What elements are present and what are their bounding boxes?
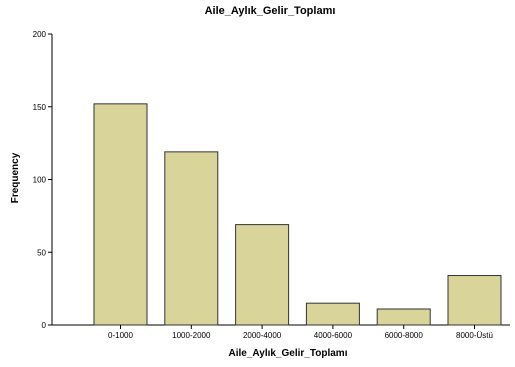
y-tick-label: 100 xyxy=(33,176,47,185)
bar xyxy=(447,275,502,326)
bar xyxy=(376,308,431,326)
x-axis-label: Aile_Aylık_Gelir_Toplamı xyxy=(229,348,348,359)
y-tick-label: 200 xyxy=(33,30,47,39)
x-tick-label: 2000-4000 xyxy=(243,331,282,340)
y-axis-label: Frequency xyxy=(10,152,21,203)
bar xyxy=(235,224,290,326)
x-tick-label: 6000-8000 xyxy=(385,331,424,340)
x-tick-label: 8000-Üstü xyxy=(456,331,493,340)
plot-area: 0 50 100 150 200 0-1000 1000-2000 2000-4000 4000… xyxy=(33,30,510,340)
chart-title: Aile_Aylık_Gelir_Toplamı xyxy=(205,5,336,17)
bar xyxy=(305,302,360,326)
x-tick-label: 4000-6000 xyxy=(314,331,353,340)
y-tick-label: 0 xyxy=(42,321,47,330)
y-tick-label: 150 xyxy=(33,103,47,112)
x-tick-label: 0-1000 xyxy=(108,331,133,340)
bar xyxy=(93,103,148,326)
x-tick-label: 1000-2000 xyxy=(172,331,211,340)
y-tick-label: 50 xyxy=(37,248,46,257)
bar xyxy=(164,151,219,326)
